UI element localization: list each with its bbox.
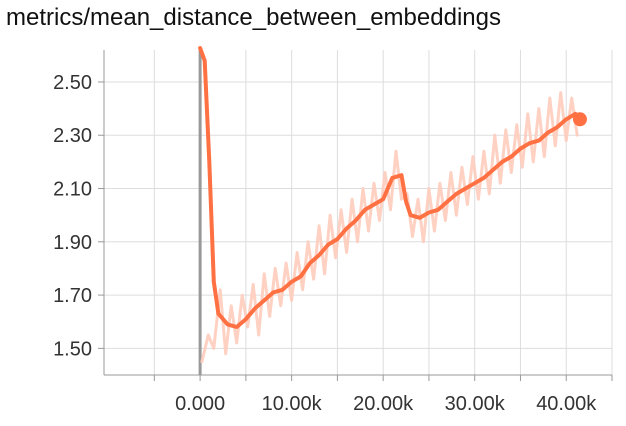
x-tick-label: 40.00k (536, 393, 597, 415)
y-tick-label: 2.30 (53, 125, 92, 147)
series (198, 46, 579, 364)
y-tick-label: 1.50 (53, 338, 92, 360)
raw-series-line (200, 91, 579, 364)
chart-title: metrics/mean_distance_between_embeddings (6, 4, 501, 31)
y-tick-label: 2.10 (53, 179, 92, 201)
x-tick-label: 0.000 (175, 393, 225, 415)
smoothed-series-line (198, 46, 578, 329)
x-tick-label: 10.00k (262, 393, 323, 415)
y-tick-label: 1.90 (53, 232, 92, 254)
y-tick-label: 1.70 (53, 285, 92, 307)
y-tick-label: 2.50 (53, 72, 92, 94)
axis-ticks: 1.50 1.70 1.90 2.10 2.30 2.50 0.000 10.00k 20.00… (53, 72, 613, 415)
x-tick-label: 20.00k (353, 393, 414, 415)
x-tick-label: 30.00k (445, 393, 506, 415)
last-value-marker (572, 112, 587, 127)
grid-lines (104, 50, 613, 375)
